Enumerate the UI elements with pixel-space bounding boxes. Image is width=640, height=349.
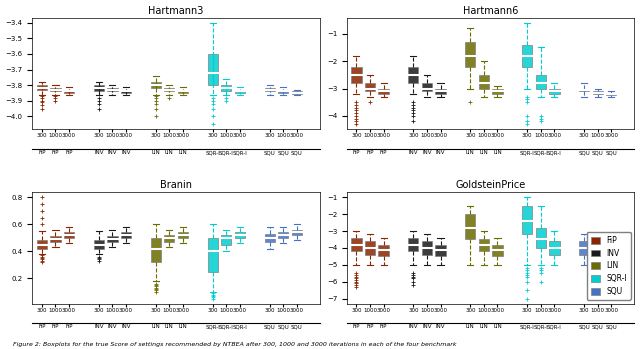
Bar — [278, 232, 289, 238]
Bar — [37, 85, 47, 90]
Bar — [465, 214, 476, 239]
Bar — [549, 241, 559, 255]
Bar — [492, 245, 502, 257]
Bar — [606, 246, 616, 257]
Bar — [51, 236, 61, 242]
Bar — [265, 234, 275, 242]
Bar — [465, 42, 476, 67]
Bar — [64, 90, 74, 93]
Bar — [221, 85, 232, 91]
Title: Hartmann3: Hartmann3 — [148, 6, 204, 16]
Bar — [435, 89, 445, 94]
Bar — [292, 91, 302, 94]
Bar — [221, 235, 232, 245]
Bar — [51, 88, 61, 91]
Bar — [108, 236, 118, 242]
Bar — [479, 239, 489, 251]
Bar — [422, 83, 432, 91]
Bar — [435, 245, 445, 257]
Bar — [351, 67, 362, 83]
Bar — [378, 89, 388, 94]
Bar — [164, 88, 175, 91]
Bar — [164, 235, 175, 242]
Bar — [208, 238, 218, 272]
Bar — [37, 240, 47, 248]
Bar — [178, 90, 188, 93]
Bar — [151, 82, 161, 88]
Bar — [549, 89, 559, 94]
Bar — [94, 85, 104, 91]
Bar — [378, 245, 388, 257]
Bar — [121, 232, 131, 238]
Bar — [593, 245, 603, 257]
Bar — [208, 54, 218, 85]
Bar — [235, 232, 245, 238]
Legend: FiP, INV, LIN, SQR-I, SQU: FiP, INV, LIN, SQR-I, SQU — [587, 232, 630, 300]
Bar — [479, 75, 489, 89]
Bar — [151, 238, 161, 262]
Bar — [593, 91, 603, 94]
Bar — [121, 90, 131, 93]
Text: Figure 2: Boxplots for the true Score of settings recommended by NTBEA after 300: Figure 2: Boxplots for the true Score of… — [13, 342, 456, 347]
Bar — [579, 241, 589, 255]
Bar — [492, 89, 502, 94]
Bar — [522, 45, 532, 67]
Bar — [64, 232, 74, 238]
Bar — [422, 241, 432, 255]
Bar — [278, 90, 289, 93]
Bar — [408, 238, 419, 251]
Bar — [606, 92, 616, 95]
Bar — [351, 238, 362, 251]
Bar — [408, 67, 419, 83]
Bar — [522, 206, 532, 235]
Bar — [292, 230, 302, 235]
Bar — [108, 88, 118, 91]
Bar — [536, 75, 546, 89]
Bar — [536, 228, 546, 248]
Bar — [235, 90, 245, 93]
Bar — [178, 232, 188, 238]
Bar — [94, 240, 104, 248]
Title: GoldsteinPrice: GoldsteinPrice — [456, 180, 526, 190]
Bar — [265, 88, 275, 91]
Title: Hartmann6: Hartmann6 — [463, 6, 518, 16]
Title: Branin: Branin — [160, 180, 192, 190]
Bar — [365, 83, 375, 91]
Bar — [579, 89, 589, 91]
Bar — [365, 241, 375, 255]
